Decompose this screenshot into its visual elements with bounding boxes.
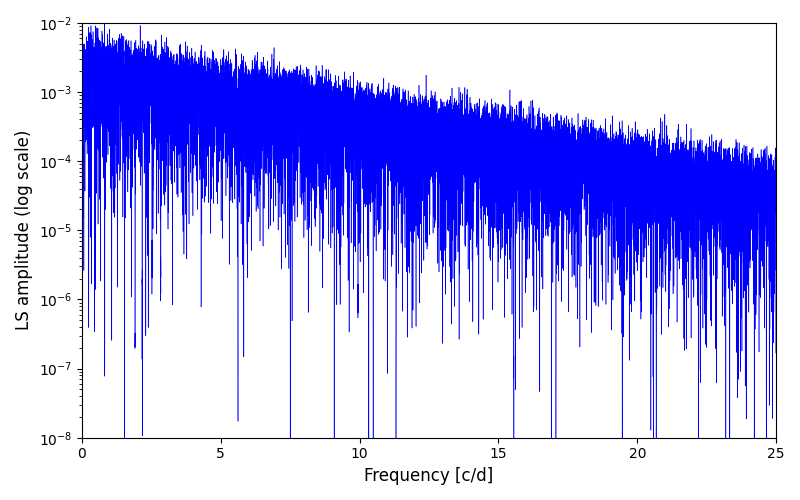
X-axis label: Frequency [c/d]: Frequency [c/d]	[364, 467, 494, 485]
Y-axis label: LS amplitude (log scale): LS amplitude (log scale)	[15, 130, 33, 330]
